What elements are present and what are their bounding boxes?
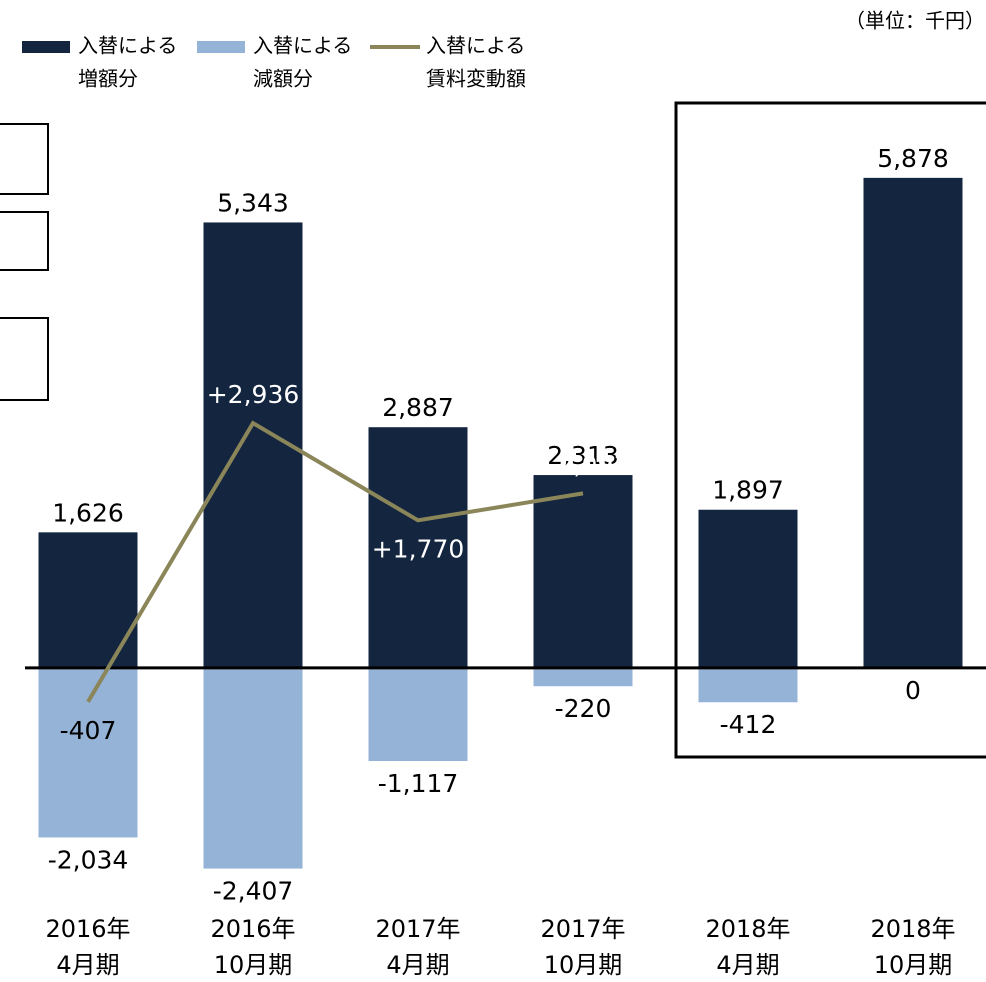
line-value-label: -407 bbox=[60, 716, 117, 745]
legend-label: 減額分 bbox=[253, 67, 313, 91]
bar bbox=[38, 667, 138, 838]
unit-note: （単位：千円） bbox=[845, 9, 985, 33]
legend-swatch bbox=[197, 41, 245, 53]
bar bbox=[203, 667, 303, 869]
bar bbox=[368, 667, 468, 762]
bar bbox=[38, 532, 138, 668]
highlight-box bbox=[674, 101, 986, 759]
legend-label: 入替による bbox=[253, 34, 352, 58]
bar-value-label: 0 bbox=[905, 676, 921, 705]
x-tick-label: 2017年 bbox=[375, 915, 460, 943]
x-tick-label: 4月期 bbox=[56, 951, 119, 979]
x-tick-label: 4月期 bbox=[716, 951, 779, 979]
bar bbox=[203, 222, 303, 668]
bar-value-label: -1,117 bbox=[378, 769, 459, 798]
bar bbox=[863, 177, 963, 668]
cropped-box bbox=[0, 211, 49, 271]
line-value-label: +1,770 bbox=[372, 534, 465, 563]
bar bbox=[698, 509, 798, 668]
x-tick-label: 2018年 bbox=[870, 915, 955, 943]
bar-value-label: -2,034 bbox=[48, 845, 129, 874]
bar-value-label: 1,626 bbox=[52, 498, 124, 527]
x-tick-label: 2017年 bbox=[540, 915, 625, 943]
bar bbox=[533, 667, 633, 687]
bar bbox=[533, 475, 633, 668]
bar-value-label: 2,313 bbox=[547, 441, 619, 470]
x-tick-label: 2016年 bbox=[45, 915, 130, 943]
line-value-label: +2,093 bbox=[537, 450, 630, 479]
x-tick-label: 2018年 bbox=[705, 915, 790, 943]
x-tick-label: 4月期 bbox=[386, 951, 449, 979]
legend-label: 入替による bbox=[426, 34, 525, 58]
legend-label: 増額分 bbox=[78, 67, 138, 91]
line-value-label: +2,936 bbox=[207, 380, 300, 409]
x-tick-label: 10月期 bbox=[214, 951, 293, 979]
cropped-box bbox=[0, 317, 49, 401]
bar-value-label: -220 bbox=[555, 694, 612, 723]
line bbox=[86, 420, 584, 703]
bar bbox=[368, 427, 468, 668]
bar-value-label: 5,343 bbox=[217, 188, 289, 217]
bar-value-label: -2,407 bbox=[213, 877, 294, 906]
x-tick-label: 2016年 bbox=[210, 915, 295, 943]
bar-value-label: 5,878 bbox=[877, 144, 949, 173]
bar-value-label: 2,887 bbox=[382, 393, 454, 422]
legend-label: 賃料変動額 bbox=[426, 67, 526, 91]
cropped-box bbox=[0, 123, 49, 195]
x-tick-label: 10月期 bbox=[874, 951, 953, 979]
legend-swatch bbox=[22, 41, 70, 53]
x-tick-label: 10月期 bbox=[544, 951, 623, 979]
bar bbox=[698, 667, 798, 703]
bar-value-label: -412 bbox=[720, 710, 777, 739]
bar-value-label: 1,897 bbox=[712, 476, 784, 505]
legend-label: 入替による bbox=[78, 34, 177, 58]
